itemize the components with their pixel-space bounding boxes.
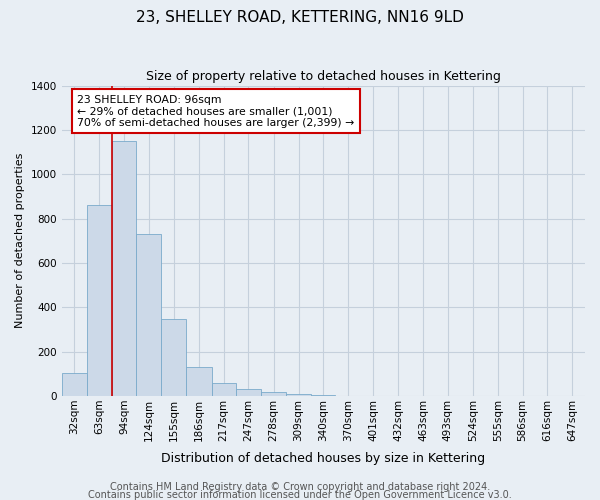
Text: Contains HM Land Registry data © Crown copyright and database right 2024.: Contains HM Land Registry data © Crown c…: [110, 482, 490, 492]
Bar: [62, 372, 87, 396]
Bar: [161, 320, 187, 396]
Bar: [212, 382, 236, 396]
Bar: [311, 395, 335, 396]
Bar: [261, 392, 286, 396]
Title: Size of property relative to detached houses in Kettering: Size of property relative to detached ho…: [146, 70, 501, 83]
Bar: [87, 206, 112, 396]
Text: Contains public sector information licensed under the Open Government Licence v3: Contains public sector information licen…: [88, 490, 512, 500]
X-axis label: Distribution of detached houses by size in Kettering: Distribution of detached houses by size …: [161, 452, 485, 465]
Y-axis label: Number of detached properties: Number of detached properties: [15, 153, 25, 328]
Bar: [187, 367, 212, 396]
Text: 23 SHELLEY ROAD: 96sqm
← 29% of detached houses are smaller (1,001)
70% of semi-: 23 SHELLEY ROAD: 96sqm ← 29% of detached…: [77, 95, 355, 128]
Bar: [112, 141, 136, 396]
Bar: [236, 390, 261, 396]
Text: 23, SHELLEY ROAD, KETTERING, NN16 9LD: 23, SHELLEY ROAD, KETTERING, NN16 9LD: [136, 10, 464, 25]
Bar: [286, 394, 311, 396]
Bar: [136, 234, 161, 396]
